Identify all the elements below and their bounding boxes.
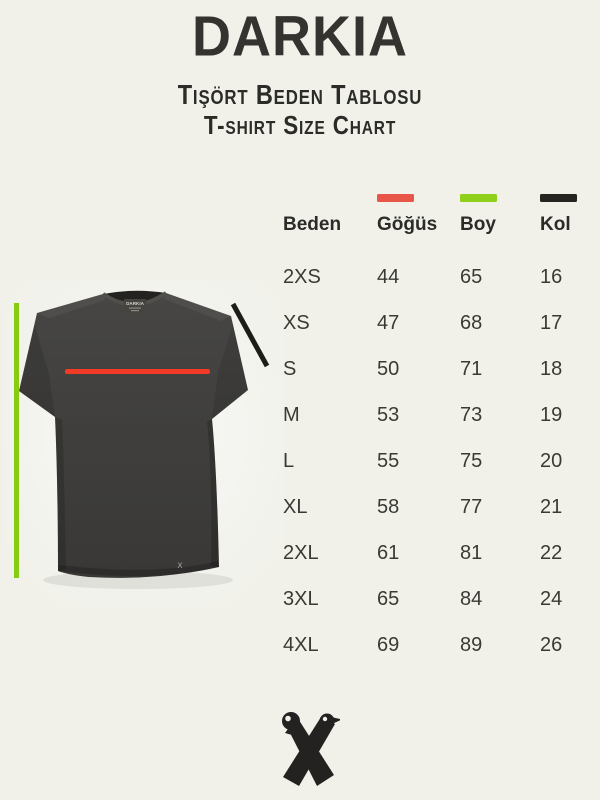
cell-sleeve: 22 [540,541,563,564]
cell-chest: 53 [377,403,400,426]
table-row: 2XL 61 81 22 [283,530,600,576]
table-row: XS 47 68 17 [283,300,600,346]
cell-sleeve: 26 [540,633,563,656]
chest-measure-line [65,369,210,374]
cell-sleeve: 19 [540,403,563,426]
neck-label-text: DARKIA [126,301,145,306]
cell-length: 77 [460,495,483,518]
cell-size: 3XL [283,587,319,610]
cell-length: 68 [460,311,483,334]
cell-chest: 55 [377,449,400,472]
sleeve-measure-line [230,302,270,368]
length-legend-bar [460,194,497,202]
cell-length: 75 [460,449,483,472]
hem-logo-mark: x [178,560,183,571]
table-row: XL 58 77 21 [283,484,600,530]
left-sleeve-shade [19,325,55,417]
cell-sleeve: 16 [540,265,563,288]
cell-length: 65 [460,265,483,288]
table-header-row: Beden Göğüs Boy Kol [283,208,600,242]
size-table: Beden Göğüs Boy Kol 2XS 44 65 16 XS 47 68 17 S 50… [283,194,600,668]
right-side-shade [207,419,219,567]
column-header-chest: Göğüs [377,214,438,235]
column-header-size: Beden [283,214,342,235]
column-header-length: Boy [460,214,496,235]
cell-length: 84 [460,587,483,610]
cell-chest: 50 [377,357,400,380]
chest-legend-bar [377,194,414,202]
hem-shade [58,561,219,577]
neck-label: DARKIA [124,299,146,314]
cell-sleeve: 24 [540,587,563,610]
cell-length: 81 [460,541,483,564]
cell-size: XL [283,495,308,518]
right-shoulder-highlight [164,293,231,321]
crossed-x-logo-graphic [282,712,340,786]
table-row: 3XL 65 84 24 [283,576,600,622]
cell-chest: 69 [377,633,400,656]
tshirt-photo: DARKIA x [5,280,285,610]
cell-size: L [283,449,295,472]
subtitle-turkish: Tişört Beden Tablosu [177,79,423,110]
cell-sleeve: 20 [540,449,563,472]
sleeve-legend-bar [540,194,577,202]
cell-sleeve: 17 [540,311,563,334]
brand-x-icon [276,708,340,788]
cell-sleeve: 18 [540,357,563,380]
cell-chest: 61 [377,541,400,564]
right-sleeve-shade [212,324,248,419]
length-measure-line [14,303,19,578]
table-row: L 55 75 20 [283,438,600,484]
tshirt-graphic: DARKIA x [5,280,285,610]
tshirt-body [19,293,248,578]
left-side-shade [55,417,66,571]
cell-chest: 47 [377,311,400,334]
table-row: M 53 73 19 [283,392,600,438]
brand-logo: DARKIA [192,5,408,69]
cell-size: 2XS [283,265,321,288]
cell-chest: 65 [377,587,400,610]
table-row: S 50 71 18 [283,346,600,392]
table-body: 2XS 44 65 16 XS 47 68 17 S 50 71 18 M 53 73 19 L 55 75 20 XL… [283,254,600,668]
subtitle-english: T-shirt Size Chart [203,110,397,140]
cell-size: 4XL [283,633,319,656]
cell-size: XS [283,311,310,334]
header: DARKIA Tişört Beden Tablosu T-shirt Size… [0,0,600,139]
left-shoulder-highlight [37,294,105,318]
column-header-sleeve: Kol [540,214,571,235]
cell-length: 89 [460,633,483,656]
cell-size: M [283,403,300,426]
table-row: 2XS 44 65 16 [283,254,600,300]
legend-row [283,194,600,208]
cell-length: 73 [460,403,483,426]
cell-chest: 58 [377,495,400,518]
cell-size: 2XL [283,541,319,564]
cell-chest: 44 [377,265,400,288]
cell-length: 71 [460,357,483,380]
cell-sleeve: 21 [540,495,563,518]
cell-size: S [283,357,297,380]
table-row: 4XL 69 89 26 [283,622,600,668]
